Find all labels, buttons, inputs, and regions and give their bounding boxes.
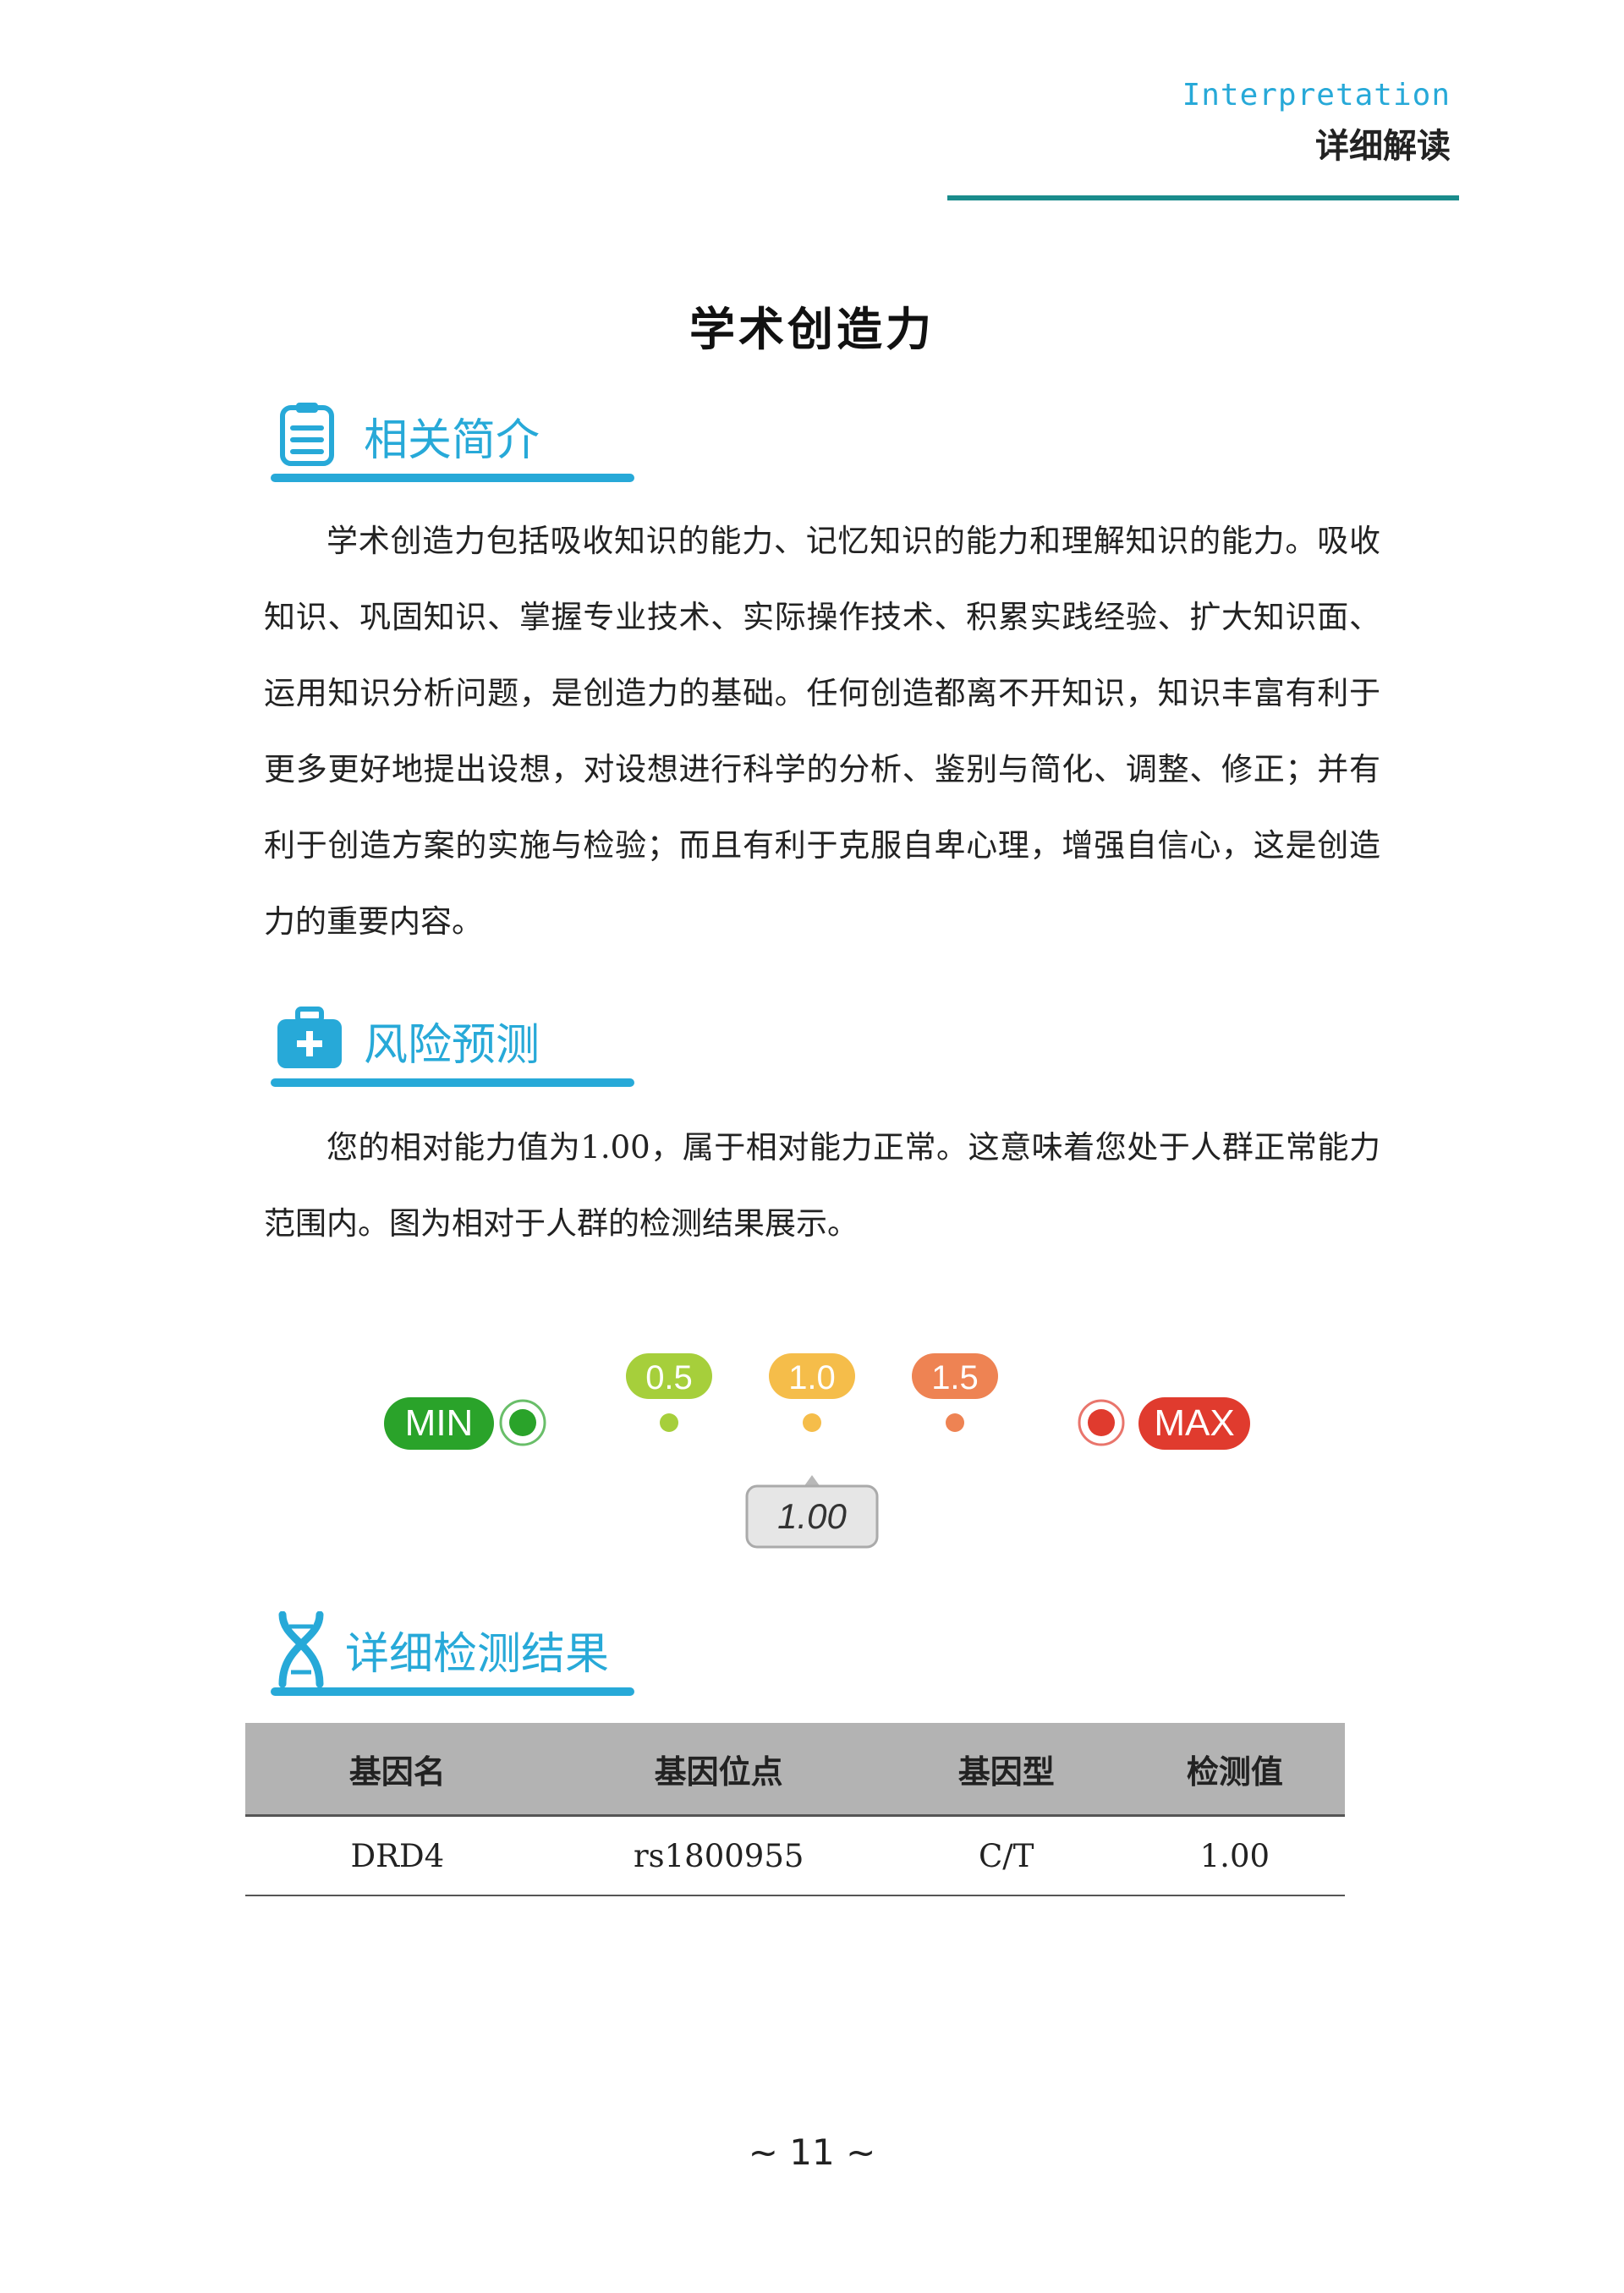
gauge-tick-dot (946, 1413, 964, 1432)
genotype-cell: C/T (887, 1815, 1125, 1896)
gauge-tick-dot (660, 1413, 678, 1432)
column-header: 基因型 (887, 1723, 1125, 1817)
column-header: 基因名 (245, 1723, 550, 1817)
risk-paragraph: 您的相对能力值为1.00，属于相对能力正常。这意味着您处于人群正常能力范围内。图… (264, 1110, 1380, 1262)
gauge-tick-badge (912, 1353, 998, 1399)
medical-kit-icon (277, 1007, 342, 1068)
section-label-detail: 详细检测结果 (345, 1629, 610, 1680)
gauge-tick-badge (769, 1353, 855, 1399)
header-english-title: Interpretation (1182, 78, 1451, 112)
column-header: 基因位点 (549, 1723, 888, 1817)
gauge-tick-badge (626, 1353, 712, 1399)
gauge-max-badge (1138, 1397, 1250, 1450)
header-divider (947, 195, 1459, 200)
gauge-tick-label: 0.5 (645, 1359, 693, 1396)
gauge-tick-label: 1.5 (931, 1359, 979, 1396)
value-cell: 1.00 (1124, 1815, 1345, 1896)
gauge-tick-label: 1.0 (788, 1359, 836, 1396)
gauge-tick-dot (803, 1413, 821, 1432)
gauge-min-badge (384, 1397, 494, 1450)
table-header-row: 基因名 基因位点 基因型 检测值 (245, 1723, 1345, 1817)
gene-name-cell: DRD4 (245, 1815, 550, 1896)
page-title: 学术创造力 (689, 303, 935, 356)
gauge-max-dot (1088, 1409, 1115, 1436)
section-underline (271, 1078, 634, 1087)
gauge-value-box (745, 1484, 879, 1549)
document-icon (280, 403, 334, 466)
result-table: 基因名 基因位点 基因型 检测值 DRD4 rs1800955 C/T 1.00 (245, 1723, 1345, 1896)
risk-gauge: MIN MAX 0.5 1.0 1.5 1.00 (384, 1353, 1250, 1549)
table-row: DRD4 rs1800955 C/T 1.00 (245, 1815, 1345, 1896)
intro-paragraph: 学术创造力包括吸收知识的能力、记忆知识的能力和理解知识的能力。吸收知识、巩固知识… (264, 503, 1380, 960)
header-chinese-title: 详细解读 (1315, 127, 1451, 166)
column-header: 检测值 (1124, 1723, 1345, 1817)
section-underline (271, 1687, 634, 1696)
dna-icon (278, 1611, 324, 1687)
gauge-value-label: 1.00 (777, 1496, 847, 1536)
risk-text: 您的相对能力值为1.00，属于相对能力正常。这意味着您处于人群正常能力范围内。图… (264, 1129, 1380, 1242)
gauge-max-label: MAX (1154, 1402, 1234, 1444)
gene-locus-cell: rs1800955 (549, 1815, 888, 1896)
gauge-min-dot (509, 1409, 536, 1436)
intro-text: 学术创造力包括吸收知识的能力、记忆知识的能力和理解知识的能力。吸收知识、巩固知识… (264, 523, 1380, 940)
section-underline (271, 474, 634, 482)
page-number: ~ 11 ~ (748, 2131, 876, 2173)
section-label-risk: 风险预测 (364, 1020, 540, 1071)
section-label-intro: 相关简介 (364, 415, 540, 466)
gauge-value-pointer (804, 1475, 820, 1487)
gauge-min-label: MIN (405, 1402, 474, 1444)
